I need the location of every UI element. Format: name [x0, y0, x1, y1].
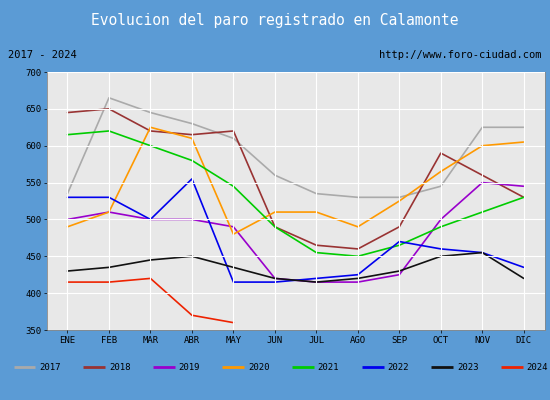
Text: 2019: 2019 [178, 362, 200, 372]
Text: 2021: 2021 [318, 362, 339, 372]
Text: 2024: 2024 [526, 362, 548, 372]
Text: 2017: 2017 [39, 362, 60, 372]
Text: 2020: 2020 [248, 362, 270, 372]
Text: http://www.foro-ciudad.com: http://www.foro-ciudad.com [379, 50, 542, 60]
Text: Evolucion del paro registrado en Calamonte: Evolucion del paro registrado en Calamon… [91, 14, 459, 28]
Text: 2023: 2023 [457, 362, 478, 372]
Text: 2022: 2022 [387, 362, 409, 372]
Text: 2018: 2018 [109, 362, 130, 372]
Text: 2017 - 2024: 2017 - 2024 [8, 50, 77, 60]
